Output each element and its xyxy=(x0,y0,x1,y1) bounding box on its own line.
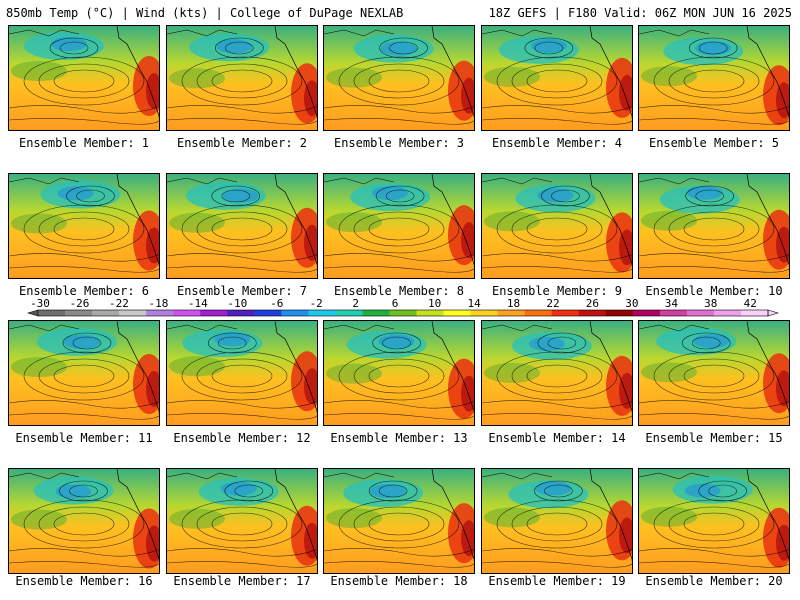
colorbar-segment xyxy=(686,310,715,316)
ensemble-panel xyxy=(638,25,790,131)
colorbar-segment xyxy=(335,310,363,316)
ensemble-label: Ensemble Member: 3 xyxy=(333,136,465,150)
ensemble-panel xyxy=(481,320,633,426)
colorbar-segment xyxy=(254,310,282,316)
colorbar-tick-label: 34 xyxy=(665,297,679,310)
ensemble-label: Ensemble Member: 18 xyxy=(330,574,468,588)
temperature-colorbar: -30 -26 -22 -18 -14 -10 -6 -2 2 6 10 14 18 22 26 30 34 38… xyxy=(26,297,780,317)
ensemble-label: Ensemble Member: 11 xyxy=(15,431,153,445)
ensemble-panel xyxy=(8,320,160,426)
ensemble-label: Ensemble Member: 1 xyxy=(18,136,150,150)
colorbar-tick-label: -22 xyxy=(109,297,129,310)
ensemble-label: Ensemble Member: 16 xyxy=(15,574,153,588)
ensemble-panel xyxy=(481,25,633,131)
colorbar-segment xyxy=(443,310,471,316)
colorbar-tick-label: -30 xyxy=(30,297,50,310)
ensemble-label: Ensemble Member: 10 xyxy=(645,284,783,298)
ensemble-panel xyxy=(323,468,475,574)
ensemble-panel xyxy=(323,320,475,426)
ensemble-label: Ensemble Member: 12 xyxy=(173,431,311,445)
colorbar-tick-label: -26 xyxy=(70,297,90,310)
ensemble-panel xyxy=(8,468,160,574)
colorbar-segment xyxy=(308,310,336,316)
ensemble-panel xyxy=(166,320,318,426)
colorbar-tick-label: 6 xyxy=(392,297,399,310)
ensemble-panel xyxy=(166,468,318,574)
colorbar-segment xyxy=(38,310,66,316)
ensemble-panel xyxy=(8,173,160,279)
colorbar-segment xyxy=(524,310,553,316)
colorbar-tick-label: 2 xyxy=(352,297,359,310)
ensemble-label: Ensemble Member: 14 xyxy=(488,431,626,445)
colorbar-segment xyxy=(416,310,444,316)
ensemble-panel xyxy=(481,173,633,279)
ensemble-label: Ensemble Member: 6 xyxy=(18,284,150,298)
ensemble-panel xyxy=(8,25,160,131)
colorbar-segment xyxy=(551,310,580,316)
ensemble-panel xyxy=(323,25,475,131)
ensemble-panel xyxy=(481,468,633,574)
colorbar-segment xyxy=(389,310,417,316)
colorbar-segment xyxy=(146,310,174,316)
colorbar-tick-label: 42 xyxy=(744,297,757,310)
ensemble-panel xyxy=(323,173,475,279)
colorbar-tick-label: -18 xyxy=(148,297,168,310)
ensemble-panel xyxy=(638,173,790,279)
colorbar-tick-label: 38 xyxy=(704,297,717,310)
colorbar-segment xyxy=(173,310,201,316)
ensemble-label: Ensemble Member: 17 xyxy=(173,574,311,588)
ensemble-label: Ensemble Member: 9 xyxy=(491,284,623,298)
colorbar-max-arrow xyxy=(767,309,780,317)
colorbar-tick-label: -10 xyxy=(227,297,247,310)
colorbar-segment xyxy=(200,310,228,316)
ensemble-label: Ensemble Member: 13 xyxy=(330,431,468,445)
ensemble-label: Ensemble Member: 4 xyxy=(491,136,623,150)
ensemble-panel xyxy=(638,468,790,574)
colorbar-segment xyxy=(470,310,498,316)
colorbar-segment xyxy=(119,310,147,316)
colorbar-tick-label: -14 xyxy=(188,297,208,310)
colorbar-segment xyxy=(713,310,742,316)
colorbar-segment xyxy=(605,310,634,316)
colorbar-tick-label: -6 xyxy=(270,297,283,310)
ensemble-label: Ensemble Member: 19 xyxy=(488,574,626,588)
title-left: 850mb Temp (°C) | Wind (kts) | College o… xyxy=(6,6,404,20)
title-right: 18Z GEFS | F180 Valid: 06Z MON JUN 16 20… xyxy=(488,6,792,20)
ensemble-label: Ensemble Member: 20 xyxy=(645,574,783,588)
ensemble-label: Ensemble Member: 2 xyxy=(176,136,308,150)
ensemble-label: Ensemble Member: 7 xyxy=(176,284,308,298)
colorbar-segment xyxy=(632,310,661,316)
colorbar-segment xyxy=(578,310,607,316)
ensemble-label: Ensemble Member: 5 xyxy=(648,136,780,150)
colorbar-segment xyxy=(362,310,390,316)
colorbar-segment xyxy=(497,310,525,316)
colorbar-tick-label: 18 xyxy=(507,297,520,310)
colorbar-tick-label: -2 xyxy=(310,297,323,310)
ensemble-label: Ensemble Member: 8 xyxy=(333,284,465,298)
colorbar-tick-label: 30 xyxy=(625,297,638,310)
colorbar-segment xyxy=(281,310,309,316)
colorbar-tick-label: 22 xyxy=(546,297,559,310)
colorbar-segment xyxy=(740,310,769,316)
ensemble-panel xyxy=(638,320,790,426)
ensemble-panel xyxy=(166,173,318,279)
colorbar-segment xyxy=(92,310,120,316)
colorbar-segment xyxy=(227,310,255,316)
colorbar-tick-label: 14 xyxy=(467,297,481,310)
colorbar-segment xyxy=(65,310,93,316)
colorbar-min-arrow xyxy=(26,309,39,317)
colorbar-segment xyxy=(659,310,688,316)
ensemble-panel xyxy=(166,25,318,131)
ensemble-label: Ensemble Member: 15 xyxy=(645,431,783,445)
colorbar-tick-label: 10 xyxy=(428,297,441,310)
colorbar-tick-label: 26 xyxy=(586,297,599,310)
